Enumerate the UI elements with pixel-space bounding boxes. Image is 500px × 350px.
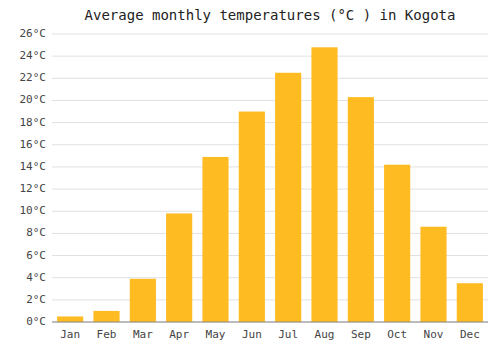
- grid-line: [52, 122, 488, 123]
- y-tick-label: 16°C: [20, 138, 47, 151]
- grid-line: [52, 78, 488, 79]
- bar: [348, 97, 374, 322]
- bar: [239, 112, 265, 322]
- y-axis: 0°C 2°C 4°C 6°C 8°C 10°C 12°C 14°C 16°C 18°C 20°C 2…: [20, 27, 47, 328]
- bar: [166, 213, 192, 322]
- y-tick-label: 20°C: [20, 93, 47, 106]
- y-tick-label: 4°C: [26, 271, 46, 284]
- y-tick-label: 14°C: [20, 160, 47, 173]
- x-tick-label: May: [206, 328, 226, 341]
- bar: [311, 47, 337, 322]
- x-tick-label: Dec: [460, 328, 480, 341]
- x-tick-label: Jul: [278, 328, 298, 341]
- grid-line: [52, 100, 488, 101]
- bar: [384, 165, 410, 322]
- grid: [52, 34, 488, 322]
- x-tick-label: Jan: [60, 328, 80, 341]
- y-tick-label: 24°C: [20, 49, 47, 62]
- x-tick-label: Feb: [97, 328, 117, 341]
- x-axis: Jan Feb Mar Apr May Jun Jul Aug Sep Oct Nov Dec: [60, 328, 480, 341]
- bar: [202, 157, 228, 322]
- y-tick-label: 0°C: [26, 315, 46, 328]
- y-tick-label: 22°C: [20, 71, 47, 84]
- grid-line: [52, 211, 488, 212]
- y-tick-label: 8°C: [26, 226, 46, 239]
- y-tick-label: 12°C: [20, 182, 47, 195]
- y-tick-label: 26°C: [20, 27, 47, 40]
- x-tick-label: Jun: [242, 328, 262, 341]
- bar: [457, 283, 483, 322]
- grid-line: [52, 56, 488, 57]
- bar: [57, 316, 83, 322]
- grid-line: [52, 144, 488, 145]
- title: Average monthly temperatures (°C ) in Ko…: [85, 7, 456, 23]
- x-tick-label: Oct: [387, 328, 407, 341]
- y-tick-label: 10°C: [20, 204, 47, 217]
- grid-line: [52, 322, 488, 323]
- x-axis-line: [52, 322, 488, 323]
- bar: [93, 311, 119, 322]
- grid-line: [52, 34, 488, 35]
- bars: [57, 47, 483, 322]
- bar: [420, 227, 446, 322]
- y-tick-label: 2°C: [26, 293, 46, 306]
- chart: 0°C 2°C 4°C 6°C 8°C 10°C 12°C 14°C 16°C 18°C 20°C 2…: [0, 0, 500, 350]
- y-tick-label: 6°C: [26, 249, 46, 262]
- bar: [275, 73, 301, 322]
- x-tick-label: Mar: [133, 328, 153, 341]
- bar: [130, 279, 156, 322]
- x-tick-label: Sep: [351, 328, 371, 341]
- grid-line: [52, 189, 488, 190]
- grid-line: [52, 166, 488, 167]
- y-tick-label: 18°C: [20, 116, 47, 129]
- x-tick-label: Apr: [169, 328, 189, 341]
- x-tick-label: Aug: [315, 328, 335, 341]
- x-tick-label: Nov: [424, 328, 444, 341]
